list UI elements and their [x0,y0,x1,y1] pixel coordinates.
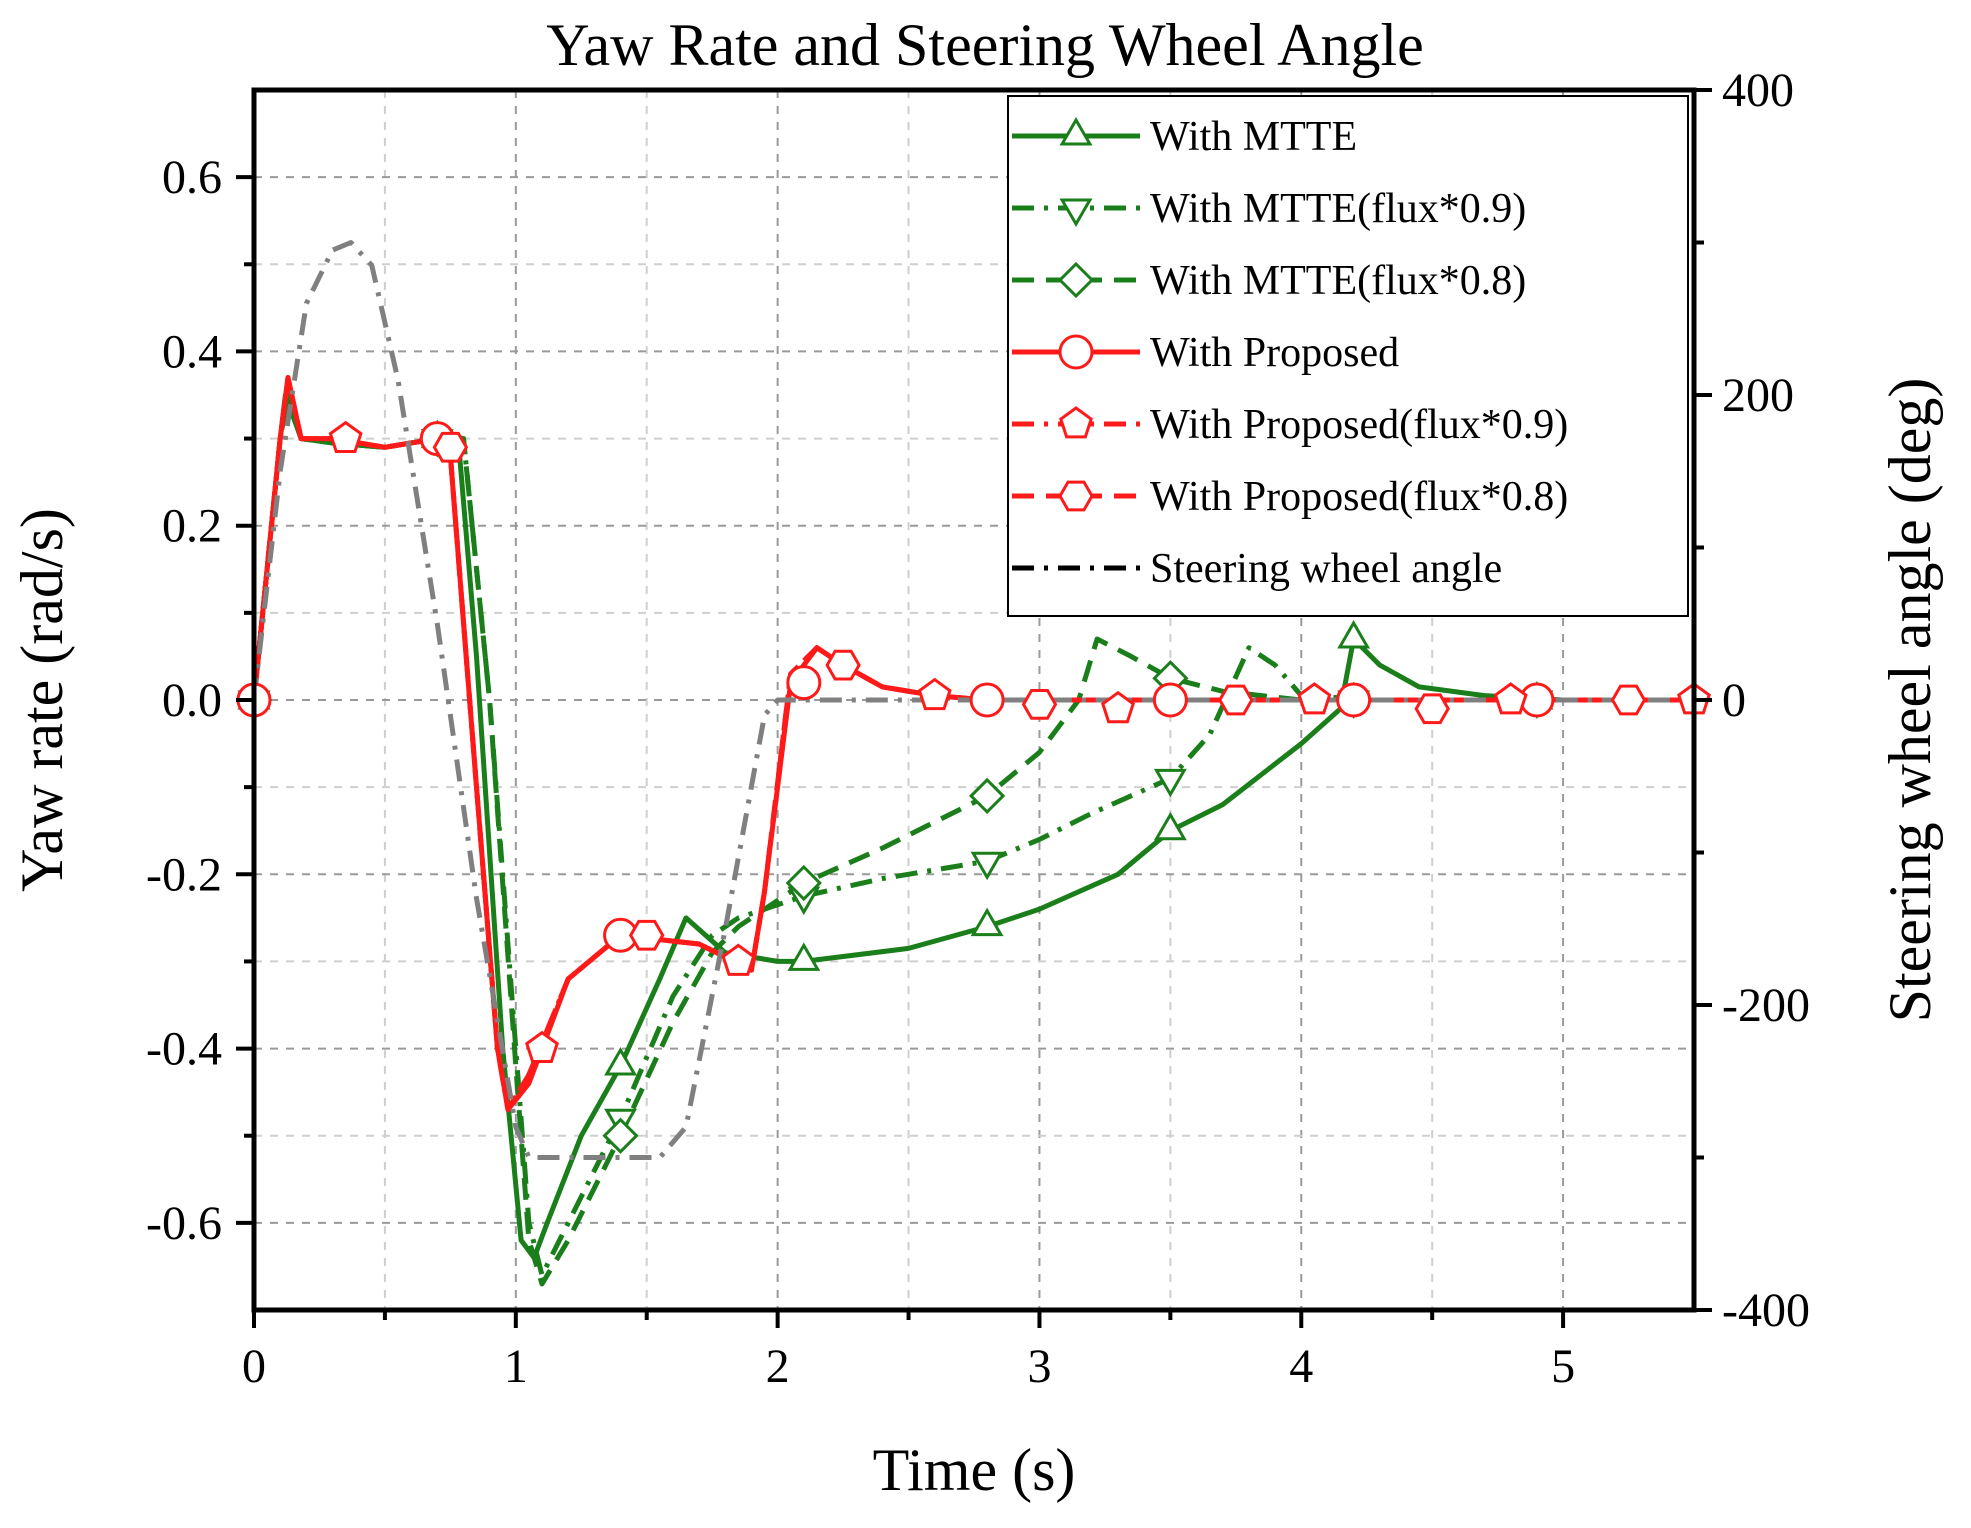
y-axis-left: 0.6 0.4 0.2 0.0 -0.2 -0.4 -0.6 [146,151,254,1250]
y-tick-label: 0.6 [162,151,222,204]
legend-label-3: With Proposed [1150,330,1399,376]
series-marker-4 [525,1030,559,1063]
series-marker-5 [1414,693,1450,725]
y2-tick-label: 400 [1722,64,1794,117]
legend-marker-5 [1058,480,1094,512]
y-tick-label: -0.6 [146,1197,222,1250]
legend-marker-1 [1059,198,1093,227]
y-tick-label: 0.0 [162,674,222,727]
y-tick-label: -0.4 [146,1023,222,1076]
legend-marker-3 [1058,334,1094,370]
x-axis: 0 1 2 3 4 5 [242,1310,1575,1393]
series-layer [251,240,1694,1287]
legend-marker-4 [1059,406,1093,439]
x-tick-label: 3 [1027,1340,1051,1393]
series-marker-3 [786,665,822,701]
legend-label-1: With MTTE(flux*0.9) [1150,186,1526,232]
series-marker-0 [604,1046,638,1076]
legend-label-4: With Proposed(flux*0.9) [1150,402,1568,448]
x-tick-label: 5 [1551,1340,1575,1393]
series-marker-4 [917,677,952,711]
series-marker-3 [1152,682,1188,718]
series-marker-3 [969,682,1005,718]
series-marker-4 [721,943,756,976]
chart-title: Yaw Rate and Steering Wheel Angle [546,12,1424,78]
legend-label-2: With MTTE(flux*0.8) [1150,258,1526,304]
series-marker-5 [1610,684,1647,716]
series-marker-0 [970,907,1004,937]
y2-tick-label: -400 [1722,1284,1810,1337]
series-marker-1 [1153,768,1187,798]
series-marker-0 [1153,811,1187,841]
x-tick-label: 2 [766,1340,790,1393]
series-marker-2 [968,777,1006,815]
series-marker-0 [787,942,821,971]
series-marker-5 [825,649,861,681]
y2-tick-label: 0 [1722,674,1746,727]
series-marker-4 [1493,682,1528,715]
x-tick-label: 4 [1289,1340,1313,1393]
series-marker-0 [1337,619,1371,649]
legend-label-6: Steering wheel angle [1150,546,1502,592]
y-tick-label: 0.4 [162,325,222,378]
series-marker-4 [1101,690,1135,724]
series-line-5 [251,375,1694,1113]
series-line-1 [251,392,1694,1278]
legend-marker-0 [1059,117,1093,146]
series-line-6 [251,240,1694,1160]
legend-box [1007,95,1689,617]
y-tick-label: 0.2 [162,500,222,553]
legend-label-0: With MTTE [1150,114,1357,160]
legend: With MTTE With MTTE(flux*0.9) With MTTE(fl… [1007,95,1689,617]
x-axis-label: Time (s) [873,1437,1076,1503]
x-tick-label: 0 [242,1340,266,1393]
y2-tick-label: 200 [1722,369,1794,422]
series-marker-2 [785,864,822,902]
legend-marker-2 [1057,261,1095,299]
series-marker-1 [970,851,1004,881]
series-marker-3 [1336,682,1372,718]
legend-label-5: With Proposed(flux*0.8) [1150,474,1568,520]
series-marker-5 [1218,684,1254,716]
y2-tick-label: -200 [1722,979,1810,1032]
series-marker-5 [432,431,469,463]
y-axis-label-left: Yaw rate (rad/s) [9,508,75,892]
x-tick-label: 1 [504,1340,528,1393]
series-marker-4 [328,420,363,453]
series-marker-2 [602,1117,639,1154]
y-axis-right: 400 200 0 -200 -400 [1694,64,1810,1337]
series-marker-5 [628,919,665,951]
series-marker-5 [1021,689,1058,720]
y-axis-label-right: Steering wheel angle (deg) [1877,378,1943,1023]
y-tick-label: -0.2 [146,848,222,901]
series-marker-4 [1297,682,1332,715]
